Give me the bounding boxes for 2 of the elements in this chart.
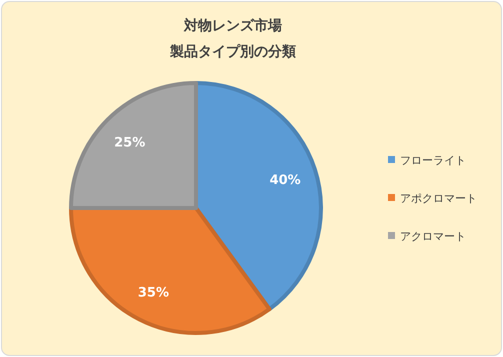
subtitle: 製品タイプ別の分類 [170,44,296,60]
title: 対物レンズ市場 [184,18,282,34]
